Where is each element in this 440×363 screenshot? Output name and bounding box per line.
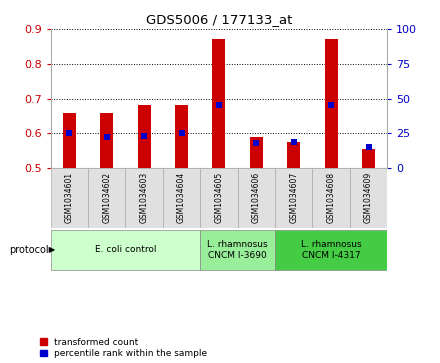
Bar bbox=[100, 113, 113, 168]
Bar bbox=[287, 142, 300, 168]
Point bbox=[365, 144, 372, 150]
Bar bbox=[200, 168, 238, 228]
Title: GDS5006 / 177133_at: GDS5006 / 177133_at bbox=[146, 13, 292, 26]
Bar bbox=[325, 40, 337, 168]
Bar bbox=[362, 149, 375, 168]
Bar bbox=[213, 39, 225, 168]
Bar bbox=[125, 168, 163, 228]
Text: GSM1034609: GSM1034609 bbox=[364, 172, 373, 223]
Bar bbox=[51, 230, 200, 270]
Point bbox=[327, 103, 335, 109]
Text: GSM1034604: GSM1034604 bbox=[177, 172, 186, 223]
Text: GSM1034606: GSM1034606 bbox=[252, 172, 261, 223]
Bar bbox=[275, 230, 387, 270]
Bar bbox=[163, 168, 200, 228]
Text: L. rhamnosus
CNCM I-4317: L. rhamnosus CNCM I-4317 bbox=[301, 240, 361, 260]
Text: L. rhamnosus
CNCM I-3690: L. rhamnosus CNCM I-3690 bbox=[207, 240, 268, 260]
Text: GSM1034608: GSM1034608 bbox=[326, 172, 336, 223]
Bar bbox=[88, 168, 125, 228]
Bar bbox=[175, 105, 188, 168]
Point bbox=[141, 133, 148, 139]
Point bbox=[290, 139, 297, 144]
Point bbox=[66, 130, 73, 136]
Point bbox=[253, 140, 260, 146]
Text: protocol: protocol bbox=[9, 245, 49, 255]
Text: GSM1034605: GSM1034605 bbox=[214, 172, 224, 223]
Text: GSM1034602: GSM1034602 bbox=[102, 172, 111, 223]
Point bbox=[216, 103, 222, 109]
Point bbox=[178, 130, 185, 136]
Text: GSM1034601: GSM1034601 bbox=[65, 172, 74, 223]
Bar bbox=[250, 137, 263, 168]
Bar bbox=[275, 168, 312, 228]
Bar bbox=[63, 114, 76, 168]
Bar bbox=[51, 168, 88, 228]
Bar bbox=[138, 105, 150, 168]
Text: E. coli control: E. coli control bbox=[95, 245, 156, 254]
Text: GSM1034603: GSM1034603 bbox=[139, 172, 149, 223]
Text: GSM1034607: GSM1034607 bbox=[289, 172, 298, 223]
Bar bbox=[312, 168, 350, 228]
Bar bbox=[238, 168, 275, 228]
Bar bbox=[350, 168, 387, 228]
Legend: transformed count, percentile rank within the sample: transformed count, percentile rank withi… bbox=[40, 338, 207, 359]
Point bbox=[103, 135, 110, 140]
Bar bbox=[200, 230, 275, 270]
